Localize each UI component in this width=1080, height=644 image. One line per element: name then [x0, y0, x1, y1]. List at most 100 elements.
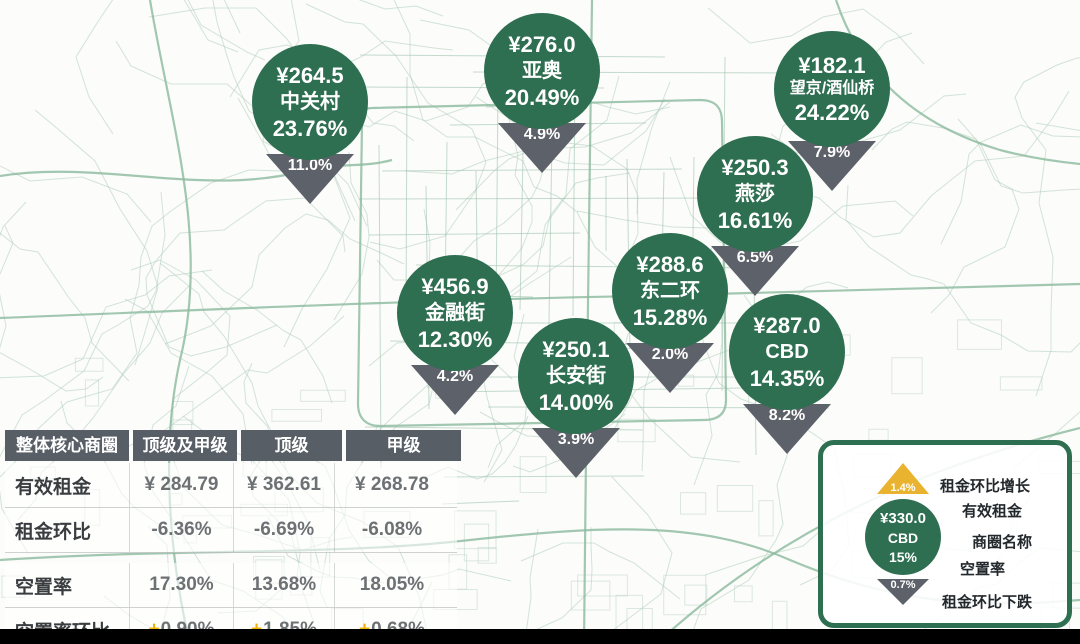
map-road	[999, 376, 1043, 391]
district-name: 中关村	[280, 90, 340, 113]
table-header-row: 整体核心商圈 顶级及甲级 顶级 甲级	[5, 430, 461, 461]
rent-drop-value: 6.5%	[736, 249, 774, 266]
map-road	[360, 172, 631, 467]
map-road	[891, 357, 923, 395]
map-road	[0, 165, 152, 223]
map-road	[0, 225, 14, 349]
district-vacancy: 15.28%	[632, 304, 708, 330]
map-road	[684, 584, 708, 606]
map-road	[187, 0, 266, 61]
district-bubble: ¥250.3 燕莎 16.61%	[697, 136, 813, 252]
map-road	[663, 574, 707, 616]
map-road	[84, 379, 100, 407]
map-road	[75, 0, 114, 135]
district-rent: ¥456.9	[421, 274, 489, 299]
map-road	[333, 151, 370, 321]
map-road	[477, 546, 497, 564]
map-road	[368, 232, 581, 236]
table-header-cell: 顶级及甲级	[133, 430, 237, 461]
row-label: 租金环比	[15, 521, 92, 543]
legend-name-label: 商圈名称	[972, 534, 1033, 551]
legend-sample-bubble: ¥330.0 CBD 15%	[865, 499, 941, 575]
map-road	[520, 542, 681, 600]
district-vacancy: 20.49%	[504, 84, 580, 110]
map-road	[871, 121, 1020, 314]
district-bubble: ¥276.0 亚奥 20.49%	[484, 13, 600, 129]
map-road	[443, 475, 645, 478]
district-rent: ¥264.5	[276, 63, 344, 88]
row-value: -6.69%	[233, 508, 334, 552]
map-road	[0, 269, 213, 379]
map-road	[381, 168, 683, 172]
row-value: ¥ 268.78	[334, 463, 449, 507]
map-road	[378, 144, 382, 469]
legend-sample-vacancy: 15%	[888, 548, 918, 565]
district-vacancy: 12.30%	[417, 326, 493, 352]
district-bubble: ¥456.9 金融街 12.30%	[397, 255, 513, 371]
map-road	[519, 456, 547, 494]
table-section: 有效租金 ¥ 284.79 ¥ 362.61 ¥ 268.78 租金环比 -6.36% -6…	[5, 463, 457, 553]
map-road	[0, 191, 166, 554]
row-value: 18.05%	[334, 563, 449, 607]
row-value: ¥ 284.79	[129, 463, 233, 507]
map-road	[957, 319, 1002, 350]
map-road	[74, 357, 104, 372]
rent-decrease-triangle-icon: 0.7%	[877, 579, 929, 605]
row-value: ¥ 362.61	[233, 463, 334, 507]
map-road	[0, 282, 1080, 320]
row-value: -6.08%	[334, 508, 449, 552]
rent-drop-value: 3.9%	[557, 431, 595, 448]
map-road	[201, 270, 333, 404]
map-road	[0, 158, 393, 182]
bottom-black-bar	[0, 629, 1080, 644]
district-rent: ¥288.6	[636, 252, 704, 277]
district-name: 亚奥	[522, 59, 562, 82]
table-row: 租金环比 -6.36% -6.69% -6.08%	[5, 508, 457, 553]
row-value: 17.30%	[129, 563, 233, 607]
row-label: 空置率	[15, 576, 73, 598]
district-bubble: ¥264.5 中关村 23.76%	[252, 44, 368, 160]
district-bubble: ¥287.0 CBD 14.35%	[729, 294, 845, 410]
map-road	[940, 124, 1080, 245]
map-road	[626, 607, 653, 630]
map-road	[0, 352, 104, 392]
district-rent: ¥287.0	[753, 313, 821, 338]
district-name: 望京/酒仙桥	[789, 80, 875, 97]
legend-box: 1.4% 租金环比增长 ¥330.0 CBD 15% 有效租金 商圈名称 空置率…	[818, 440, 1072, 628]
district-vacancy: 14.00%	[538, 389, 614, 415]
map-road	[454, 510, 497, 550]
district-bubble: ¥182.1 望京/酒仙桥 24.22%	[774, 31, 890, 147]
legend-decrease-label: 租金环比下跌	[942, 594, 1033, 611]
district-vacancy: 24.22%	[794, 100, 870, 125]
map-road	[305, 3, 487, 250]
map-road	[680, 492, 707, 515]
map-road	[707, 7, 925, 65]
district-name: 燕莎	[735, 182, 775, 205]
map-road	[0, 232, 130, 382]
map-road	[0, 169, 285, 478]
rent-increase-triangle-icon: 1.4%	[877, 463, 929, 494]
district-bubble: ¥250.1 长安街 14.00%	[518, 318, 634, 434]
district-name: 长安街	[546, 364, 606, 387]
district-name: 东二环	[640, 279, 700, 302]
map-road	[570, 580, 611, 611]
map-road	[617, 418, 656, 443]
map-road	[589, 476, 673, 644]
rent-drop-value: 7.9%	[813, 144, 851, 161]
district-vacancy: 16.61%	[717, 207, 793, 233]
map-road	[463, 523, 490, 562]
table-body: 有效租金 ¥ 284.79 ¥ 362.61 ¥ 268.78 租金环比 -6.36% -6…	[5, 463, 457, 644]
map-road	[615, 594, 644, 633]
district-vacancy: 23.76%	[272, 115, 348, 141]
row-label: 有效租金	[15, 476, 92, 498]
map-road	[172, 400, 194, 426]
legend-increase-value: 1.4%	[890, 482, 916, 494]
legend-decrease-value: 0.7%	[890, 579, 916, 591]
rent-drop-value: 2.0%	[651, 346, 689, 363]
district-rent: ¥250.1	[542, 337, 610, 362]
core-districts-stats-table: 整体核心商圈 顶级及甲级 顶级 甲级 有效租金 ¥ 284.79 ¥ 362.61 ¥ 26…	[5, 430, 461, 644]
legend-sample-rent: ¥330.0	[880, 509, 926, 527]
district-bubble: ¥288.6 东二环 15.28%	[612, 233, 728, 349]
map-road	[734, 585, 753, 603]
